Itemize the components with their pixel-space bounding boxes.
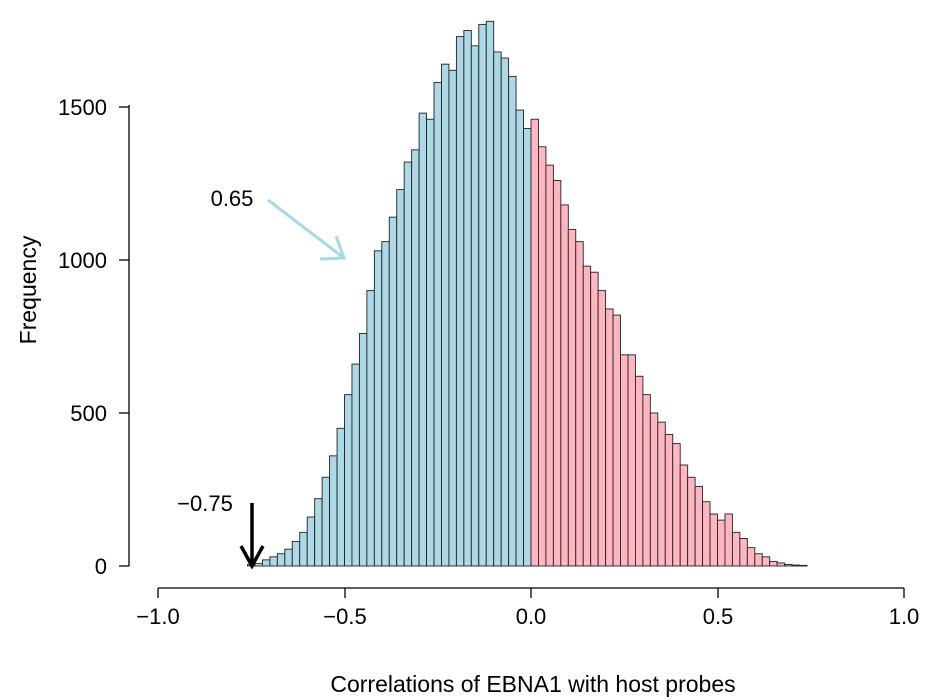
histogram-bar <box>582 265 592 567</box>
light-arrow-shaft <box>267 198 345 260</box>
y-tick-label: 500 <box>70 401 107 426</box>
histogram-bar <box>620 354 629 567</box>
histogram-bar <box>508 75 517 567</box>
histogram-bar <box>560 204 569 567</box>
annotation-min-correlation: −0.75 <box>177 491 265 570</box>
histogram-bar <box>739 538 748 567</box>
histogram-bar <box>754 553 763 567</box>
histogram-bar <box>657 421 666 567</box>
x-tick-label: −1.0 <box>136 604 179 629</box>
annotation-positive-fraction: 0.65 <box>211 186 347 261</box>
histogram-bar <box>515 109 524 567</box>
histogram-bar <box>470 45 480 567</box>
histogram-bar <box>448 69 457 567</box>
histogram-bar <box>769 560 778 567</box>
histogram-bar <box>545 164 554 567</box>
histogram-bar <box>314 498 323 567</box>
histogram-bar <box>455 36 465 567</box>
histogram-bar <box>329 455 338 567</box>
histogram-bar <box>687 476 696 567</box>
annotation-label: 0.65 <box>211 186 254 211</box>
x-axis: −1.0 −0.5 0.0 0.5 1.0 Correlations of EB… <box>136 587 920 697</box>
histogram-bar <box>336 427 345 567</box>
histogram-bar <box>605 308 614 567</box>
histogram-bar <box>552 179 562 567</box>
histogram-bar <box>717 519 726 567</box>
histogram-bar <box>254 563 263 567</box>
histogram-bar <box>388 216 398 567</box>
histogram-bar <box>284 548 293 567</box>
x-tick-label: 0.5 <box>703 604 734 629</box>
histogram-bar <box>433 82 442 567</box>
histogram-bar <box>538 146 547 567</box>
y-tick-label: 1500 <box>58 95 107 120</box>
annotation-label: −0.75 <box>177 491 233 516</box>
histogram-bar <box>597 290 607 567</box>
histogram-bar <box>261 559 271 567</box>
histogram-bar <box>679 464 689 567</box>
histogram-bar <box>441 63 450 567</box>
histogram-bar <box>418 112 428 567</box>
histogram-bar <box>373 250 383 567</box>
histogram-bar <box>724 513 733 567</box>
histogram-bar <box>664 433 674 567</box>
histogram-bar <box>523 127 532 567</box>
x-tick-label: 1.0 <box>889 604 920 629</box>
y-tick-label: 0 <box>95 554 107 579</box>
histogram-bar <box>276 553 286 567</box>
histogram-bar <box>485 20 495 567</box>
histogram-bar <box>500 57 510 567</box>
histogram-bar <box>649 412 659 567</box>
histogram-bar <box>746 547 756 567</box>
histogram-bar <box>351 363 360 567</box>
histogram-bar <box>478 23 487 567</box>
histogram-bar <box>403 161 413 567</box>
histogram-bar <box>761 556 771 567</box>
histogram-bars <box>247 20 808 567</box>
histogram-bar <box>784 564 793 567</box>
histogram-bar <box>776 562 786 567</box>
y-tick-label: 1000 <box>58 248 107 273</box>
histogram-bar <box>694 485 704 567</box>
histogram-bar <box>411 149 420 567</box>
y-axis-title: Frequency <box>15 235 41 344</box>
histogram-bar <box>366 290 375 567</box>
histogram-bar <box>299 531 308 567</box>
histogram-bar <box>799 564 808 567</box>
histogram-bar <box>612 314 621 567</box>
x-tick-label: −0.5 <box>323 604 366 629</box>
x-tick-label: 0.0 <box>516 604 547 629</box>
histogram-bar <box>381 241 390 567</box>
histogram-bar <box>731 531 741 567</box>
histogram-bar <box>321 476 331 567</box>
histogram-bar <box>672 443 681 567</box>
histogram-bar <box>702 501 711 567</box>
histogram-bar <box>269 556 278 567</box>
histogram-bar <box>426 118 435 567</box>
histogram-bar <box>358 332 368 567</box>
histogram-bar <box>590 271 599 567</box>
histogram-bar <box>530 118 539 567</box>
histogram-bar <box>642 394 651 567</box>
histogram-bar <box>396 189 405 567</box>
histogram-bar <box>306 516 316 567</box>
histogram-bar <box>575 241 584 567</box>
histogram-bar <box>627 354 636 567</box>
histogram-bar <box>567 228 577 567</box>
histogram-bar <box>493 51 502 567</box>
histogram-bar <box>709 513 718 567</box>
y-axis: 0 500 1000 1500 Frequency <box>15 95 130 579</box>
x-axis-title: Correlations of EBNA1 with host probes <box>330 671 735 697</box>
histogram-bar <box>291 541 301 567</box>
histogram-bar <box>791 564 801 567</box>
histogram-bar <box>344 394 353 567</box>
black-arrow-head-icon <box>239 545 265 570</box>
light-arrow-head-icon <box>319 235 347 261</box>
histogram-bar <box>634 375 644 567</box>
histogram-bar <box>463 30 472 567</box>
